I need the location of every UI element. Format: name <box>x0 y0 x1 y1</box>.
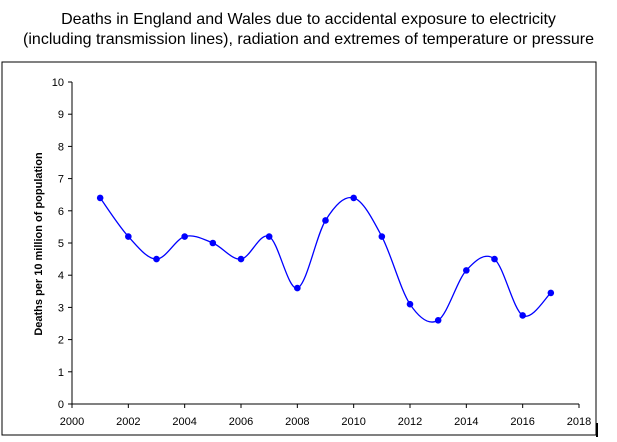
x-tick-label: 2006 <box>229 416 253 428</box>
data-point <box>434 316 442 324</box>
x-tick-label: 2008 <box>285 416 309 428</box>
data-point <box>350 194 357 202</box>
x-tick-label: 2010 <box>341 416 365 428</box>
data-point <box>491 255 498 263</box>
data-point <box>237 255 245 263</box>
data-point <box>153 255 160 263</box>
data-point <box>294 284 301 292</box>
x-tick-label: 2014 <box>454 416 478 428</box>
chart-title-line-2: (including transmission lines), radiatio… <box>23 31 594 48</box>
chart-title-line-1: Deaths in England and Wales due to accid… <box>61 11 556 28</box>
axes: 0 1 2 3 4 5 6 7 8 9 10 2000 2002 2004 2006 2008 2010 2012… <box>52 77 591 428</box>
data-point <box>463 267 470 274</box>
text-cursor-mark <box>596 423 598 437</box>
y-tick-label: 6 <box>58 206 64 218</box>
y-tick-label: 10 <box>52 77 64 89</box>
y-tick-label: 4 <box>58 270 64 282</box>
x-tick-label: 2004 <box>172 416 196 428</box>
data-point <box>209 239 217 247</box>
data-point <box>96 194 104 202</box>
y-axis-label: Deaths per 10 million of population <box>33 152 45 336</box>
x-tick-label: 2016 <box>510 416 534 428</box>
x-tick-label: 2000 <box>60 416 84 428</box>
data-point <box>322 217 329 224</box>
data-point <box>378 233 386 240</box>
y-tick-label: 1 <box>58 367 64 379</box>
data-point <box>406 300 414 308</box>
x-tick-label: 2018 <box>567 416 591 428</box>
series-group <box>96 194 555 324</box>
data-point <box>125 233 132 240</box>
y-tick-label: 8 <box>58 141 64 153</box>
y-tick-label: 0 <box>58 399 64 411</box>
y-tick-label: 7 <box>58 174 64 186</box>
y-tick-label: 2 <box>58 335 64 347</box>
data-point <box>181 233 188 240</box>
x-tick-label: 2012 <box>398 416 422 428</box>
data-point <box>265 233 273 240</box>
y-tick-label: 5 <box>58 238 64 250</box>
data-point <box>519 312 526 319</box>
y-tick-label: 3 <box>58 302 64 314</box>
y-tick-label: 9 <box>58 109 64 121</box>
x-tick-label: 2002 <box>116 416 140 428</box>
data-point <box>547 289 555 297</box>
chart-area-border <box>1 61 597 436</box>
